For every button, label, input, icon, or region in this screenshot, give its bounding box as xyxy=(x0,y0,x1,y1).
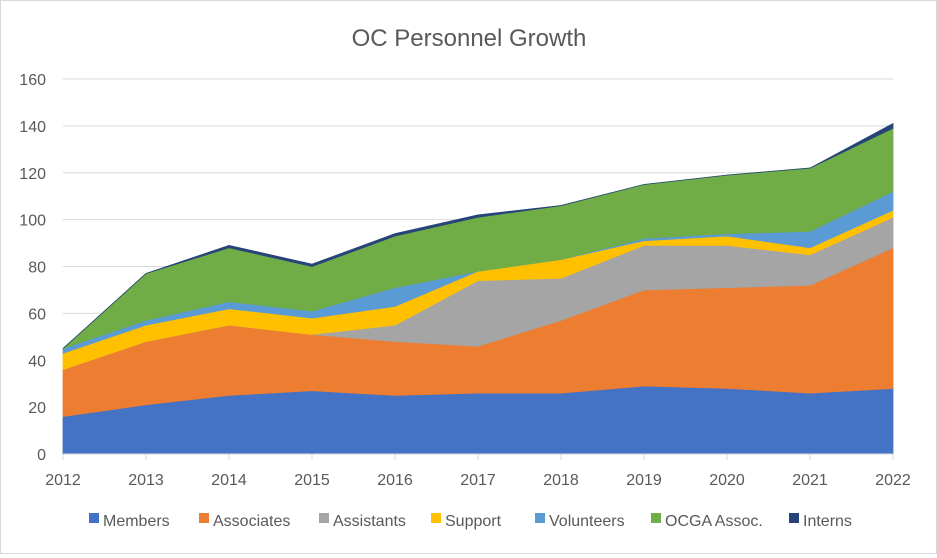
y-tick-label: 120 xyxy=(19,166,46,183)
legend-swatch xyxy=(89,513,99,523)
x-tick-label: 2022 xyxy=(875,472,911,489)
x-tick-label: 2019 xyxy=(626,472,662,489)
legend-swatch xyxy=(431,513,441,523)
y-tick-label: 140 xyxy=(19,119,46,136)
legend-item: Interns xyxy=(789,513,852,530)
legend-label: Assistants xyxy=(333,513,406,530)
legend-label: Interns xyxy=(803,513,852,530)
x-tick-label: 2021 xyxy=(792,472,828,489)
legend-label: Members xyxy=(103,513,170,530)
x-tick-label: 2018 xyxy=(543,472,579,489)
y-tick-label: 160 xyxy=(19,72,46,89)
y-tick-label: 100 xyxy=(19,213,46,230)
legend-swatch xyxy=(535,513,545,523)
legend-swatch xyxy=(789,513,799,523)
area-interns xyxy=(62,122,894,349)
legend-item: Assistants xyxy=(319,513,406,530)
legend-swatch xyxy=(319,513,329,523)
legend-item: OCGA Assoc. xyxy=(651,513,763,530)
legend-item: Support xyxy=(431,513,502,530)
legend-label: Associates xyxy=(213,513,290,530)
legend-swatch xyxy=(651,513,661,523)
chart-title: OC Personnel Growth xyxy=(352,25,587,52)
y-tick-label: 0 xyxy=(37,447,46,464)
x-tick-label: 2012 xyxy=(45,472,81,489)
x-tick-label: 2013 xyxy=(128,472,164,489)
x-tick-label: 2014 xyxy=(211,472,247,489)
y-tick-label: 20 xyxy=(28,400,46,417)
x-tick-label: 2015 xyxy=(294,472,330,489)
legend-label: Volunteers xyxy=(549,513,625,530)
x-tick-label: 2017 xyxy=(460,472,496,489)
legend-item: Volunteers xyxy=(535,513,625,530)
legend-label: Support xyxy=(445,513,502,530)
x-tick-label: 2016 xyxy=(377,472,413,489)
legend-label: OCGA Assoc. xyxy=(665,513,763,530)
y-tick-label: 60 xyxy=(28,306,46,323)
x-tick-label: 2020 xyxy=(709,472,745,489)
y-tick-label: 40 xyxy=(28,353,46,370)
legend-item: Members xyxy=(89,513,170,530)
y-tick-label: 80 xyxy=(28,260,46,277)
legend-swatch xyxy=(199,513,209,523)
legend-item: Associates xyxy=(199,513,290,530)
